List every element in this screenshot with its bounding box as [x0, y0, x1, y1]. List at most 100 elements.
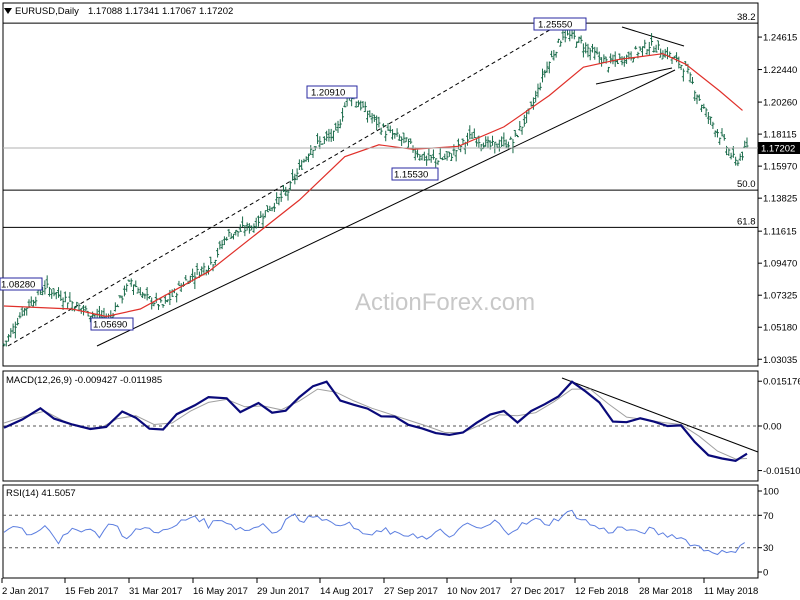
price-bar — [184, 275, 188, 281]
price-bar — [309, 145, 313, 155]
price-bar — [588, 48, 592, 61]
price-bar — [470, 132, 474, 139]
price-bar — [484, 136, 488, 147]
x-tick-label: 12 Feb 2018 — [575, 586, 628, 597]
price-bar — [125, 283, 129, 292]
macd-main-line — [3, 380, 748, 462]
price-bar — [513, 129, 517, 137]
price-bar — [715, 129, 719, 138]
price-bar — [231, 233, 235, 240]
annotation-low-nov: 1.15530 — [394, 170, 428, 181]
price-bar — [366, 110, 370, 123]
price-bar — [597, 51, 601, 64]
price-bar — [520, 126, 524, 135]
price-bar — [291, 169, 295, 181]
price-bar — [406, 138, 410, 150]
price-bar — [722, 133, 726, 141]
price-bar — [738, 153, 742, 161]
price-bar — [320, 143, 324, 145]
price-tick-label: 1.13825 — [763, 194, 797, 205]
price-bar — [241, 216, 245, 227]
macd-tick-label: -0.015105 — [763, 466, 800, 477]
x-tick-label: 14 Aug 2017 — [320, 586, 373, 597]
price-bar — [327, 128, 331, 142]
price-bar — [57, 287, 61, 298]
price-bar — [702, 103, 706, 109]
price-bar — [372, 114, 376, 122]
fib-levels: 38.2 50.0 61.8 — [3, 12, 758, 228]
price-bar — [129, 278, 133, 287]
price-bar — [397, 134, 401, 141]
price-bar — [16, 317, 20, 326]
x-axis: 2 Jan 2017 15 Feb 2017 31 Mar 2017 16 May 2… — [1, 578, 758, 597]
price-bar — [29, 296, 33, 306]
price-bar — [45, 275, 49, 288]
price-bar — [541, 68, 545, 83]
price-bar — [118, 295, 122, 299]
price-bar — [354, 101, 358, 108]
price-bar — [375, 115, 379, 131]
price-bar — [318, 136, 322, 150]
x-tick-label: 31 Mar 2017 — [129, 586, 182, 597]
price-bar — [322, 136, 326, 144]
price-bar — [679, 64, 683, 71]
price-bar — [288, 180, 292, 191]
price-bar — [150, 297, 154, 310]
price-bar — [82, 305, 86, 316]
price-bar — [202, 262, 206, 276]
ohlc-label: 1.17088 1.17341 1.17067 1.17202 — [88, 6, 233, 17]
price-bar — [554, 51, 558, 58]
price-bar — [615, 60, 619, 65]
rsi-y-axis: 100 70 30 0 — [758, 487, 779, 579]
lower-trendline — [96, 69, 676, 347]
price-tick-label: 1.05180 — [763, 323, 797, 334]
current-price-label: 1.17202 — [761, 144, 795, 155]
price-bar — [595, 47, 599, 55]
price-bar — [34, 296, 38, 306]
price-bar — [654, 44, 658, 53]
price-bar — [311, 149, 315, 158]
price-bar — [445, 151, 449, 161]
price-bar — [86, 310, 90, 317]
price-bar — [193, 272, 197, 290]
price-bar — [391, 129, 395, 140]
price-bar — [325, 130, 329, 142]
price-bar — [491, 135, 495, 146]
price-bar — [238, 224, 242, 232]
price-bar — [379, 127, 383, 136]
price-bar — [359, 100, 363, 111]
x-tick-label: 29 Jun 2017 — [257, 586, 309, 597]
price-bar — [161, 303, 165, 308]
triangle-top — [621, 26, 685, 47]
price-bar — [593, 46, 597, 60]
price-bar — [441, 157, 445, 161]
price-bar — [220, 239, 224, 250]
price-bar — [370, 113, 374, 124]
rsi-panel: 100 70 30 0 RSI(14) 41.5057 — [2, 484, 779, 579]
price-bar — [395, 128, 399, 137]
price-bar — [509, 136, 513, 140]
price-bar — [736, 160, 740, 167]
price-bar — [377, 116, 381, 128]
fib-label: 61.8 — [737, 216, 756, 227]
macd-y-axis: 0.015176 0.00 -0.015105 — [758, 377, 800, 477]
price-bar — [256, 215, 260, 227]
price-bar — [261, 213, 265, 229]
macd-panel: 0.015176 0.00 -0.015105 MACD(12,26,9) -0.0… — [2, 370, 800, 482]
price-bar — [195, 263, 199, 275]
price-bar — [447, 151, 451, 157]
price-bar — [13, 321, 17, 339]
price-bar — [266, 205, 270, 213]
price-tick-label: 1.07325 — [763, 291, 797, 302]
price-bar — [229, 233, 233, 239]
price-bar — [431, 149, 435, 160]
price-bar — [575, 41, 579, 48]
price-bar — [252, 223, 256, 233]
price-bar — [656, 40, 660, 51]
price-bar — [693, 90, 697, 102]
price-bar — [279, 190, 283, 202]
price-bar — [236, 230, 240, 237]
price-bar — [613, 51, 617, 67]
price-bar — [295, 168, 299, 181]
price-bar — [404, 137, 408, 143]
